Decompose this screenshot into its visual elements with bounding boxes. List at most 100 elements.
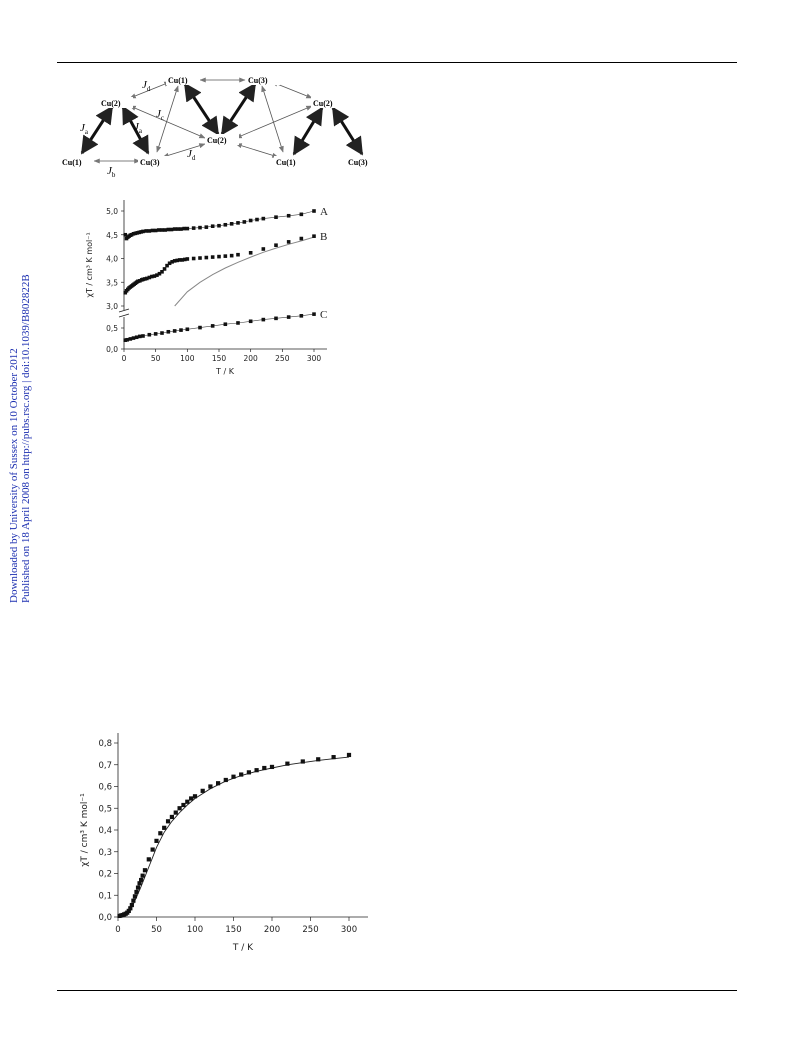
chart1-point-b <box>299 236 304 241</box>
chart1-point-a <box>133 231 138 236</box>
chart1-point-b <box>123 290 128 295</box>
chart1-point-c <box>138 334 142 339</box>
chart2-point <box>185 799 190 804</box>
chart1-point-a <box>182 226 186 231</box>
chart1-point-b <box>172 259 177 263</box>
chart2-xtick-label: 250 <box>302 925 318 935</box>
chart1-point-b <box>143 277 147 281</box>
chart2-point <box>189 796 194 801</box>
chart2-point <box>246 770 251 775</box>
chart1-point-c <box>223 322 228 327</box>
chart1-point-a <box>286 213 291 218</box>
node-cu2-b: Cu(2) <box>207 136 227 145</box>
chart2-point <box>346 752 352 758</box>
chart2-ytick-label: 0,5 <box>98 804 112 814</box>
chart2-point <box>134 889 139 895</box>
chart1-point-b <box>155 273 159 277</box>
chart1-point-a <box>139 230 143 234</box>
chart1-point-b <box>236 252 240 257</box>
chart2-ytick-label: 0,3 <box>98 848 112 858</box>
link-jd-top <box>129 81 171 99</box>
chart2-point <box>269 764 275 770</box>
chart1-point-a <box>236 221 240 225</box>
chart1-point-b <box>152 274 157 278</box>
chart1-point-a <box>229 222 234 226</box>
chart2-ylabel: χT / cm³ K mol⁻¹ <box>80 793 90 867</box>
link-jd-bottom <box>162 143 206 158</box>
chart1-point-b <box>229 253 234 258</box>
chart2-point <box>140 873 145 878</box>
chart1-point-a <box>123 232 128 237</box>
chart1-xtick-label: 0 <box>122 354 127 363</box>
chart1-series-label-a: A <box>320 206 328 218</box>
chart1-point-c <box>248 319 253 324</box>
chart2-xtick-label: 150 <box>225 925 241 935</box>
chart1-xtick-label: 300 <box>307 354 322 363</box>
chart1-point-b <box>136 279 140 284</box>
bottom-rule <box>57 990 737 991</box>
chart1-point-c <box>312 312 316 316</box>
chart1-point-a <box>242 220 247 224</box>
node-cu1-b: Cu(1) <box>168 76 188 85</box>
chart2-xtick-label: 300 <box>341 925 357 935</box>
chart1-point-c <box>147 332 152 337</box>
chart1-point-a <box>147 229 152 233</box>
chart1-point-b <box>162 267 167 271</box>
chart2-point <box>169 814 174 820</box>
chart1-point-a <box>129 232 134 237</box>
chart1-point-c <box>123 338 128 342</box>
chart1-point-c <box>261 317 266 322</box>
label-ja-right: Ja <box>134 121 143 135</box>
chart1-point-b <box>191 256 196 261</box>
chart1-point-a <box>144 229 148 233</box>
node-cu1-c: Cu(1) <box>276 158 296 167</box>
chart1-point-b <box>177 258 182 262</box>
chart2-point <box>142 868 148 873</box>
chart1-point-b <box>248 251 253 255</box>
chart1-point-c <box>236 321 240 325</box>
chart2-ytick-label: 0,6 <box>98 783 112 793</box>
chart1-xlabel: T / K <box>215 367 235 376</box>
chart1-point-a <box>153 228 158 233</box>
chart1-point-c <box>166 329 171 334</box>
chart1-point-a <box>163 228 167 232</box>
chart2-point <box>146 857 151 862</box>
chart2-point <box>239 772 244 777</box>
chart1-point-a <box>191 226 196 230</box>
chart2-point <box>150 847 155 852</box>
chart1-ytick-label: 0,5 <box>106 324 118 333</box>
chart1-point-b <box>185 257 190 261</box>
label-jc: Jc <box>156 108 164 122</box>
chart1-point-b <box>160 270 164 274</box>
label-jd-top: Jd <box>142 79 151 93</box>
chart1-point-b <box>198 256 202 260</box>
chart1-point-c <box>274 316 278 321</box>
chart1-point-b <box>223 254 228 258</box>
chart1-point-c <box>179 328 183 332</box>
chart1-ytick-label: 3,5 <box>106 278 118 287</box>
chart1-ytick-label: 4,0 <box>106 255 118 264</box>
chart2-ytick-label: 0,0 <box>98 913 112 923</box>
chart1-point-a <box>198 225 202 230</box>
chart1-point-c <box>286 315 291 319</box>
chart1-ytick-label: 0,0 <box>106 345 118 354</box>
chart1-point-a <box>150 228 155 233</box>
chart1-point-a <box>131 232 136 236</box>
bond-a-left <box>80 105 114 155</box>
chart1-xtick-label: 250 <box>275 354 290 363</box>
chart2-point <box>208 784 213 789</box>
chart1-ytick-label: 5,0 <box>106 207 118 216</box>
chart2-point <box>223 777 228 783</box>
chart1-point-b <box>145 276 149 281</box>
chart1-point-b <box>150 274 154 279</box>
label-ja-left: Ja <box>80 122 89 136</box>
link-cu2-cu1 <box>235 143 279 158</box>
chart1-point-c <box>131 336 136 340</box>
chart1-point-c <box>172 329 177 333</box>
link-cu2-cu2 <box>235 105 313 139</box>
chart2-xlabel: T / K <box>232 943 254 953</box>
chart1-point-a <box>312 209 316 213</box>
link-cu1-cu3 <box>156 85 179 153</box>
chart1-xtick-label: 150 <box>212 354 227 363</box>
